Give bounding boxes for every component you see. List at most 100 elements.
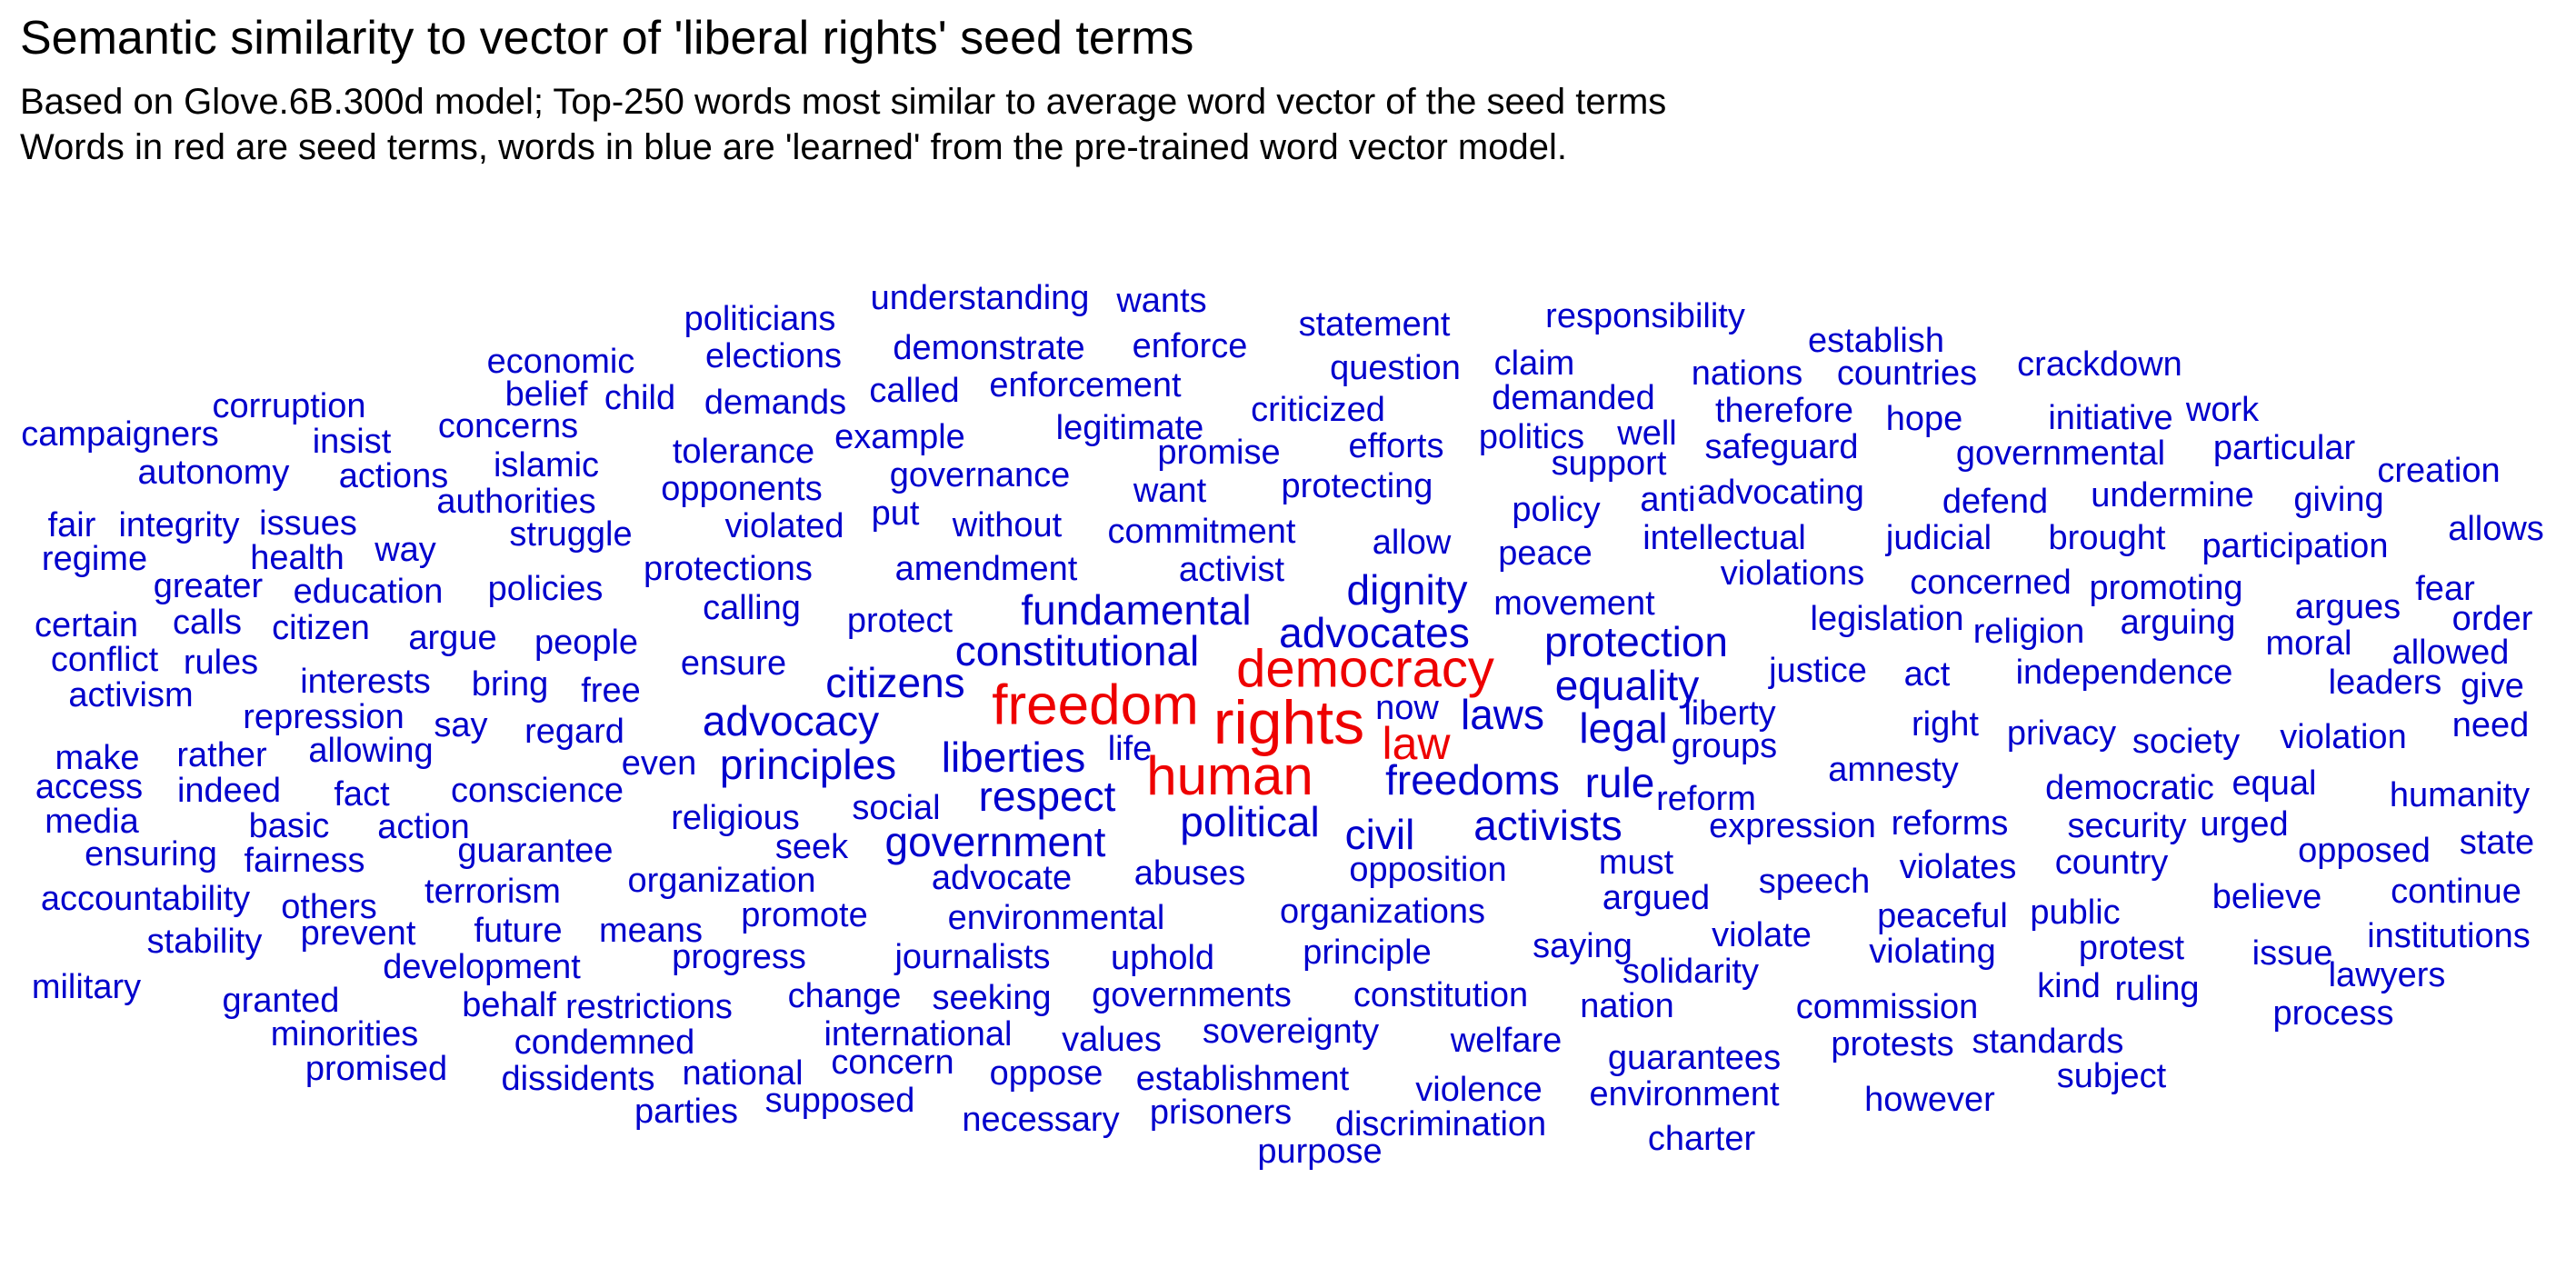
word-organization: organization	[627, 862, 815, 900]
word-violence: violence	[1415, 1071, 1542, 1109]
word-parties: parties	[634, 1093, 738, 1131]
word-justice: justice	[1768, 652, 1867, 690]
word-country: country	[2055, 844, 2169, 882]
chart-title: Semantic similarity to vector of 'libera…	[20, 12, 1194, 65]
word-abuses: abuses	[1134, 854, 1246, 893]
word-work: work	[2185, 391, 2260, 429]
word-must: must	[1599, 844, 1674, 882]
chart-subtitle-line-1: Based on Glove.6B.300d model; Top-250 wo…	[20, 82, 1667, 122]
word-condemned: condemned	[514, 1023, 695, 1062]
word-responsibility: responsibility	[1545, 297, 1745, 335]
word-principles: principles	[720, 741, 896, 788]
word-peace: peace	[1498, 534, 1593, 573]
word-welfare: welfare	[1450, 1022, 1563, 1060]
word-military: military	[32, 968, 141, 1006]
word-legislation: legislation	[1811, 600, 1964, 638]
word-peaceful: peaceful	[1877, 897, 2008, 935]
word-citizen: citizen	[272, 609, 370, 647]
word-repression: repression	[243, 698, 404, 736]
word-insist: insist	[313, 423, 392, 461]
word-privacy: privacy	[2007, 714, 2116, 753]
word-national: national	[682, 1054, 803, 1093]
word-right: right	[1912, 705, 1979, 744]
word-values: values	[1062, 1021, 1162, 1059]
word-protection: protection	[1544, 618, 1728, 665]
word-calls: calls	[173, 604, 242, 642]
word-humanity: humanity	[2390, 776, 2530, 814]
word-freedom: freedom	[992, 674, 1198, 736]
word-continue: continue	[2391, 873, 2521, 911]
word-discrimination: discrimination	[1335, 1105, 1546, 1143]
word-certain: certain	[35, 606, 138, 644]
word-reform: reform	[1656, 780, 1756, 818]
word-protections: protections	[644, 550, 813, 588]
word-reforms: reforms	[1892, 804, 2009, 843]
word-amnesty: amnesty	[1828, 751, 1959, 789]
word-democracy: democracy	[1236, 639, 1494, 698]
word-subject: subject	[2057, 1057, 2167, 1095]
word-judicial: judicial	[1885, 519, 1992, 557]
word-interests: interests	[300, 663, 431, 701]
word-advocates: advocates	[1279, 609, 1470, 656]
word-religion: religion	[1973, 613, 2085, 651]
word-dignity: dignity	[1347, 566, 1468, 614]
word-enforcement: enforcement	[989, 366, 1182, 404]
word-protest: protest	[2079, 929, 2185, 967]
word-protect: protect	[847, 602, 954, 640]
word-environment: environment	[1589, 1075, 1780, 1113]
word-argued: argued	[1603, 879, 1710, 917]
word-say: say	[434, 706, 487, 744]
word-efforts: efforts	[1349, 427, 1444, 465]
word-concern: concern	[831, 1043, 954, 1082]
word-solidarity: solidarity	[1622, 953, 1759, 991]
word-calling: calling	[703, 589, 801, 627]
word-policy: policy	[1512, 491, 1600, 529]
word-enforce: enforce	[1133, 327, 1248, 365]
word-seeking: seeking	[933, 979, 1052, 1017]
word-want: want	[1133, 472, 1207, 510]
word-undermine: undermine	[2091, 476, 2254, 514]
word-fact: fact	[334, 775, 390, 814]
word-violated: violated	[725, 507, 844, 545]
word-example: example	[834, 418, 965, 456]
word-rather: rather	[176, 736, 267, 774]
word-journalists: journalists	[894, 938, 1050, 976]
word-constitutional: constitutional	[955, 627, 1200, 674]
word-crackdown: crackdown	[2017, 345, 2182, 384]
word-equality: equality	[1555, 662, 1700, 709]
word-protests: protests	[1831, 1025, 1953, 1063]
word-allows: allows	[2448, 510, 2544, 548]
word-promoting: promoting	[2090, 569, 2243, 607]
word-corruption: corruption	[213, 387, 366, 425]
word-struggle: struggle	[509, 515, 632, 554]
word-islamic: islamic	[494, 446, 599, 484]
word-commitment: commitment	[1108, 513, 1296, 551]
word-expression: expression	[1709, 807, 1876, 845]
word-defend: defend	[1942, 483, 2048, 521]
word-leaders: leaders	[2329, 664, 2442, 702]
word-fair: fair	[48, 506, 96, 544]
word-prevent: prevent	[301, 914, 416, 953]
word-progress: progress	[672, 938, 806, 976]
word-future: future	[474, 912, 562, 950]
word-question: question	[1330, 349, 1461, 387]
word-support: support	[1552, 444, 1667, 483]
word-citizens: citizens	[825, 659, 964, 706]
word-ensuring: ensuring	[85, 835, 217, 874]
word-promise: promise	[1157, 434, 1280, 472]
word-government: government	[885, 818, 1106, 865]
word-state: state	[2460, 824, 2534, 862]
word-ensure: ensure	[681, 644, 786, 683]
word-others: others	[281, 888, 377, 926]
word-independence: independence	[2016, 654, 2233, 692]
word-establishment: establishment	[1136, 1060, 1350, 1098]
word-speech: speech	[1759, 863, 1871, 901]
word-protecting: protecting	[1282, 467, 1433, 505]
word-advocacy: advocacy	[703, 697, 879, 744]
word-safeguard: safeguard	[1704, 428, 1858, 466]
word-therefore: therefore	[1715, 392, 1853, 430]
word-participation: participation	[2202, 527, 2389, 565]
word-law: law	[1382, 718, 1451, 769]
word-environmental: environmental	[948, 899, 1165, 937]
